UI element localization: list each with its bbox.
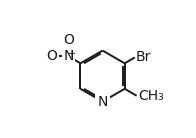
- Text: O: O: [63, 33, 74, 47]
- Text: N: N: [97, 95, 108, 109]
- Text: −: −: [46, 49, 55, 59]
- Text: O: O: [46, 49, 57, 63]
- Text: N: N: [63, 49, 74, 63]
- Text: +: +: [67, 49, 75, 59]
- Text: CH₃: CH₃: [139, 89, 164, 103]
- Text: Br: Br: [136, 51, 151, 64]
